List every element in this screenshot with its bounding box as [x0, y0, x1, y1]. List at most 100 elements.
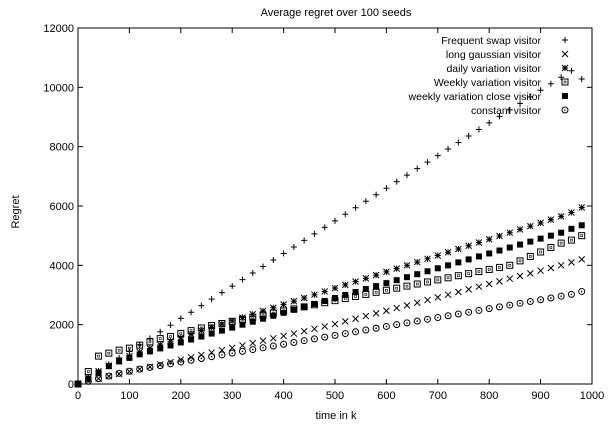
data-point: [156, 341, 164, 349]
data-point: [506, 106, 513, 113]
data-point: [526, 269, 534, 277]
data-point: [341, 281, 349, 289]
data-point: [465, 286, 472, 293]
data-point: [352, 328, 360, 336]
x-axis-label: time in k: [316, 410, 357, 422]
data-point: [434, 152, 441, 159]
data-point: [434, 294, 442, 301]
data-point: [578, 76, 585, 83]
data-point: [444, 248, 452, 256]
data-point: [352, 315, 359, 323]
data-point: [218, 351, 226, 359]
data-point: [269, 334, 277, 342]
data-point: [475, 306, 483, 314]
data-point: [485, 265, 493, 273]
data-point: [116, 358, 123, 365]
data-point: [393, 284, 401, 292]
data-point: [557, 239, 565, 247]
data-point: [393, 304, 401, 312]
data-point: [465, 270, 473, 278]
data-point: [125, 344, 133, 352]
data-point: [373, 283, 380, 290]
data-point: [567, 236, 575, 244]
y-tick-label: 4000: [50, 260, 74, 272]
data-point: [136, 341, 144, 349]
data-point: [445, 146, 452, 153]
data-point: [373, 191, 380, 198]
data-point: [321, 323, 329, 330]
data-point: [115, 369, 123, 377]
legend-marker: [561, 106, 569, 114]
data-point: [167, 342, 174, 349]
x-tick-label: 200: [172, 390, 190, 402]
data-point: [136, 365, 144, 373]
data-point: [198, 302, 205, 309]
data-point: [537, 248, 545, 256]
data-point: [506, 275, 514, 283]
legend-label: long gaussian visitor: [446, 49, 542, 61]
data-point: [475, 268, 483, 276]
data-point: [547, 294, 555, 302]
data-point: [84, 368, 92, 376]
data-point: [495, 303, 503, 311]
data-point: [393, 178, 400, 185]
data-point: [167, 358, 174, 366]
data-point: [506, 229, 514, 237]
data-point: [486, 119, 493, 126]
data-point: [567, 290, 575, 298]
data-point: [547, 244, 555, 252]
data-point: [557, 261, 565, 269]
x-tick-label: 600: [377, 390, 395, 402]
x-tick-label: 800: [480, 390, 498, 402]
legend: Frequent swap visitor long gaussian visit…: [408, 35, 569, 117]
data-point: [434, 265, 441, 272]
data-point: [300, 337, 308, 345]
data-point: [537, 87, 544, 94]
data-point: [393, 277, 400, 284]
legend-label: Frequent swap visitor: [441, 35, 541, 47]
data-point: [218, 327, 225, 334]
data-point: [362, 312, 370, 320]
data-point: [475, 283, 483, 291]
data-point: [280, 340, 288, 348]
data-point: [208, 323, 215, 331]
data-point: [74, 380, 82, 388]
data-point: [259, 307, 267, 315]
legend-entry: Weekly variation visitor: [434, 77, 569, 89]
data-point: [382, 286, 390, 294]
data-point: [506, 261, 514, 269]
data-point: [331, 331, 339, 339]
data-point: [506, 301, 514, 309]
data-point: [259, 337, 267, 345]
legend-marker: [561, 78, 569, 86]
data-point: [260, 315, 267, 322]
data-point: [341, 330, 349, 338]
legend-label: daily variation visitor: [446, 63, 541, 75]
data-point: [156, 362, 164, 370]
data-point: [260, 263, 267, 270]
data-point: [249, 346, 257, 354]
data-point: [301, 303, 308, 310]
x-tick-label: 100: [120, 390, 138, 402]
data-point: [403, 261, 411, 269]
x-tick-label: 700: [429, 390, 447, 402]
y-tick-label: 2000: [50, 320, 74, 332]
series-5: [74, 287, 586, 388]
data-point: [197, 324, 205, 332]
data-point: [290, 243, 297, 250]
data-point: [208, 330, 215, 337]
data-point: [475, 239, 483, 246]
data-point: [105, 349, 113, 357]
data-point: [372, 288, 380, 296]
data-point: [188, 336, 195, 343]
data-point: [146, 363, 154, 371]
data-point: [434, 314, 442, 322]
data-point: [290, 297, 298, 305]
data-point: [259, 344, 267, 352]
data-point: [557, 213, 565, 220]
data-point: [557, 292, 565, 300]
data-point: [321, 297, 328, 304]
data-point: [208, 353, 216, 361]
data-point: [197, 354, 205, 362]
